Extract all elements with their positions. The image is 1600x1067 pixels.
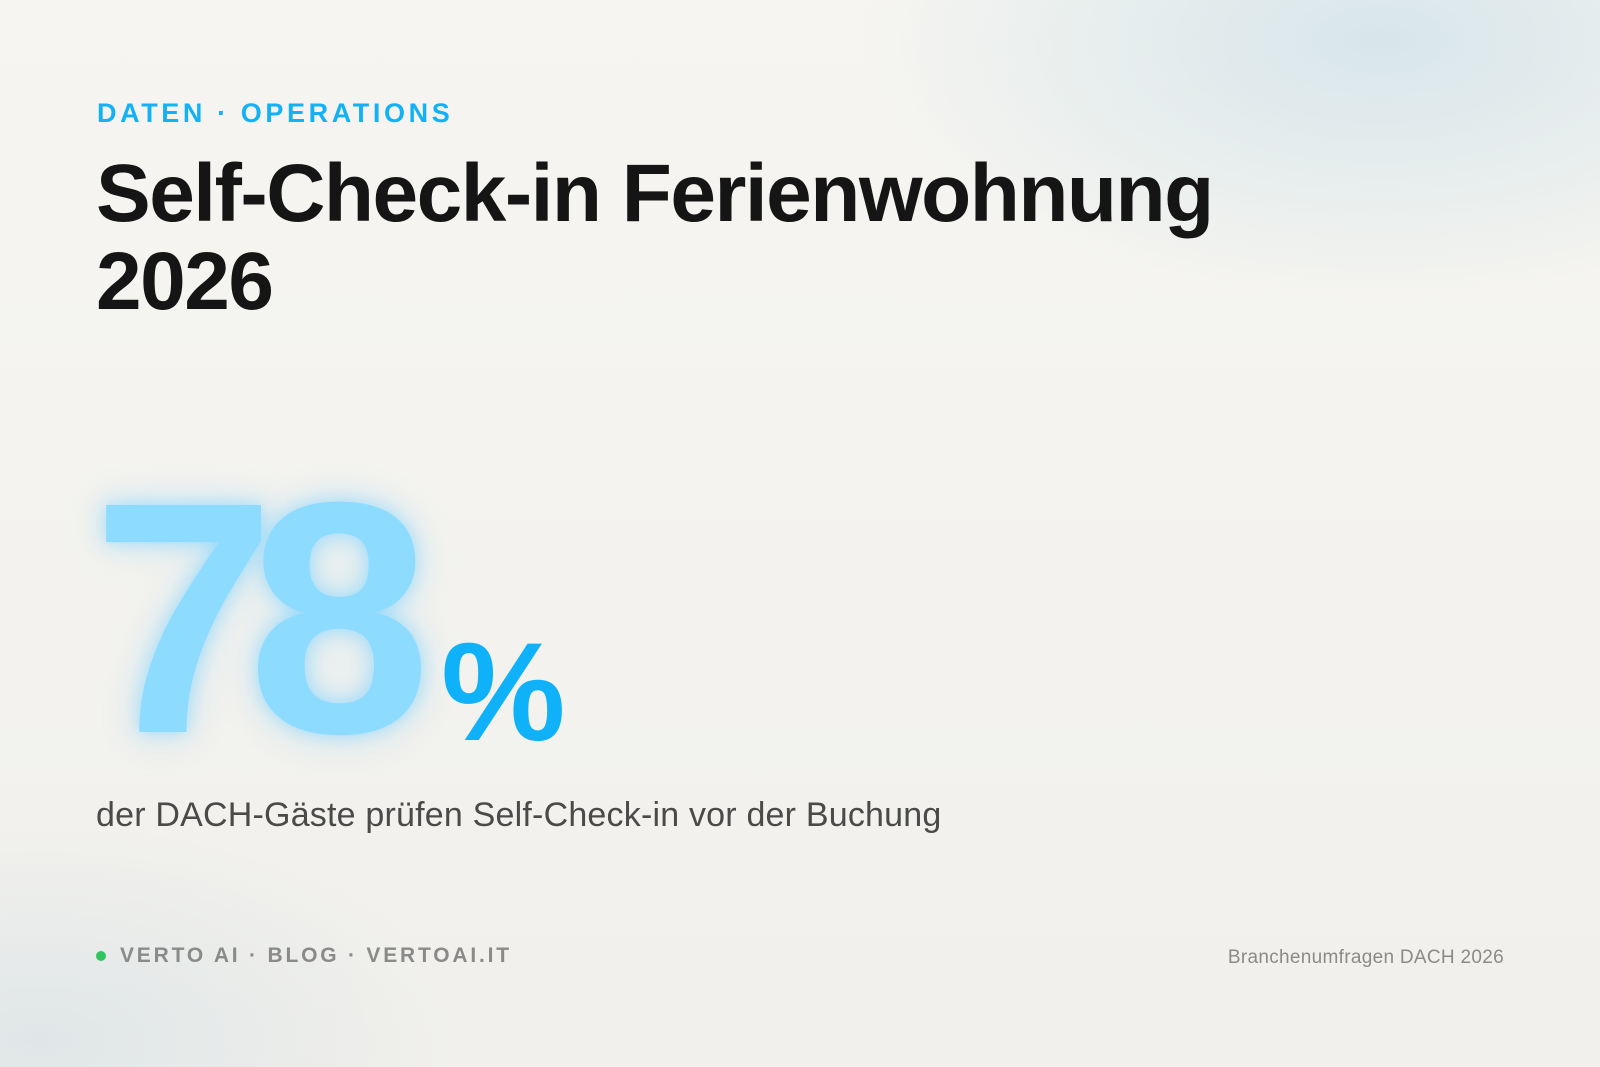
- stat-value: 78: [92, 433, 431, 802]
- stat-description: der DACH-Gäste prüfen Self-Check-in vor …: [96, 796, 942, 834]
- category-kicker: DATEN · OPERATIONS: [97, 98, 454, 128]
- source-label: Branchenumfragen DACH 2026: [1227, 947, 1504, 968]
- footer-brand: VERTO AI · BLOG · VERTOAI.IT: [96, 944, 512, 968]
- brand-label: VERTO AI · BLOG · VERTOAI.IT: [120, 944, 512, 967]
- stat-block: 78%: [92, 433, 566, 802]
- status-dot-icon: [96, 951, 106, 961]
- stat-unit: %: [441, 613, 566, 770]
- page-title: Self-Check-in Ferienwohnung 2026: [96, 148, 1214, 327]
